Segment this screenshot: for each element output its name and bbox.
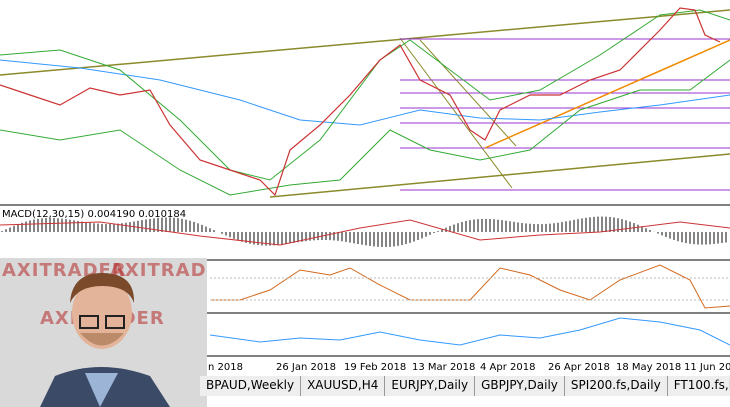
- symbol-tab[interactable]: SPI200.fs,Daily: [564, 376, 668, 396]
- bollinger-lower: [0, 59, 730, 196]
- bollinger-upper: [0, 9, 730, 181]
- date-label: n 2018: [208, 362, 243, 373]
- presenter: [40, 273, 170, 407]
- symbol-tab[interactable]: GBPJPY,Daily: [475, 376, 565, 396]
- date-label: 26 Apr 2018: [548, 362, 610, 373]
- date-label: 4 Apr 2018: [480, 362, 535, 373]
- channel-line: [399, 37, 513, 189]
- price-line: [0, 7, 721, 197]
- date-label: 18 May 2018: [616, 362, 681, 373]
- stochastic: [210, 264, 730, 309]
- levels: [400, 38, 730, 191]
- date-label: 11 Jun 2018: [684, 362, 730, 373]
- macd-histogram: [1, 216, 727, 248]
- rsi-line: [209, 317, 730, 346]
- symbol-tab[interactable]: EURJPY,Daily: [385, 376, 476, 396]
- date-label: 19 Feb 2018: [344, 362, 406, 373]
- support-line: [484, 39, 730, 149]
- symbol-tab[interactable]: BPAUD,Weekly: [200, 376, 302, 396]
- date-label: 13 Mar 2018: [412, 362, 475, 373]
- date-axis: n 2018 26 Jan 2018 19 Feb 2018 13 Mar 2018 4…: [208, 362, 730, 373]
- webcam-overlay: AXITRADER AXITRADER AXITRADER: [0, 258, 207, 407]
- macd-label: MACD(12,30,15) 0.004190 0.010184: [2, 209, 186, 220]
- trend-line: [269, 153, 730, 198]
- macd-signal: [0, 219, 730, 246]
- trend-line: [0, 9, 730, 76]
- symbol-tab[interactable]: XAUUSD,H4: [301, 376, 386, 396]
- moving-average: [0, 59, 730, 126]
- symbol-tab[interactable]: FT100.fs,Daily: [667, 376, 730, 396]
- symbol-tabs: BPAUD,Weekly XAUUSD,H4 EURJPY,Daily GBPJPY,…: [200, 376, 730, 396]
- logo: AXITRADER: [110, 260, 207, 281]
- trading-chart: MACD(12,30,15) 0.004190 0.010184 n 2018 2…: [0, 7, 730, 373]
- date-label: 26 Jan 2018: [276, 362, 336, 373]
